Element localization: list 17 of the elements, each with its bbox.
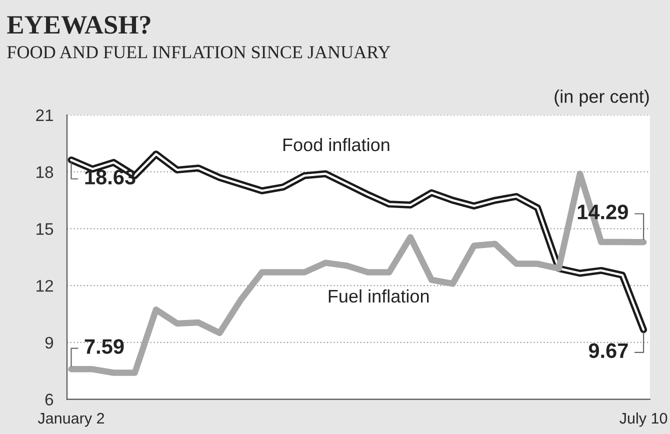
y-tick-label: 15 bbox=[36, 223, 54, 235]
series-label: Fuel inflation bbox=[328, 289, 429, 303]
series-label: Food inflation bbox=[283, 138, 390, 152]
x-tick-label: January 2 bbox=[38, 412, 104, 427]
annotation: 18.63 bbox=[85, 170, 136, 184]
x-tick-label: July 10 bbox=[620, 412, 668, 427]
y-tick-label: 12 bbox=[36, 280, 53, 292]
y-tick-label: 9 bbox=[45, 336, 54, 349]
y-axis-title: (in per cent) bbox=[554, 90, 649, 106]
y-tick-label: 18 bbox=[36, 166, 54, 178]
y-tick-label: 6 bbox=[45, 394, 54, 406]
annotation: 9.67 bbox=[588, 343, 628, 358]
chart-subtitle: FOOD AND FUEL INFLATION SINCE JANUARY bbox=[7, 46, 390, 58]
annotation: 7.59 bbox=[84, 339, 124, 354]
chart-title: EYEWASH? bbox=[7, 16, 150, 34]
y-tick-label: 21 bbox=[36, 109, 53, 122]
annotation: 14.29 bbox=[578, 204, 628, 220]
